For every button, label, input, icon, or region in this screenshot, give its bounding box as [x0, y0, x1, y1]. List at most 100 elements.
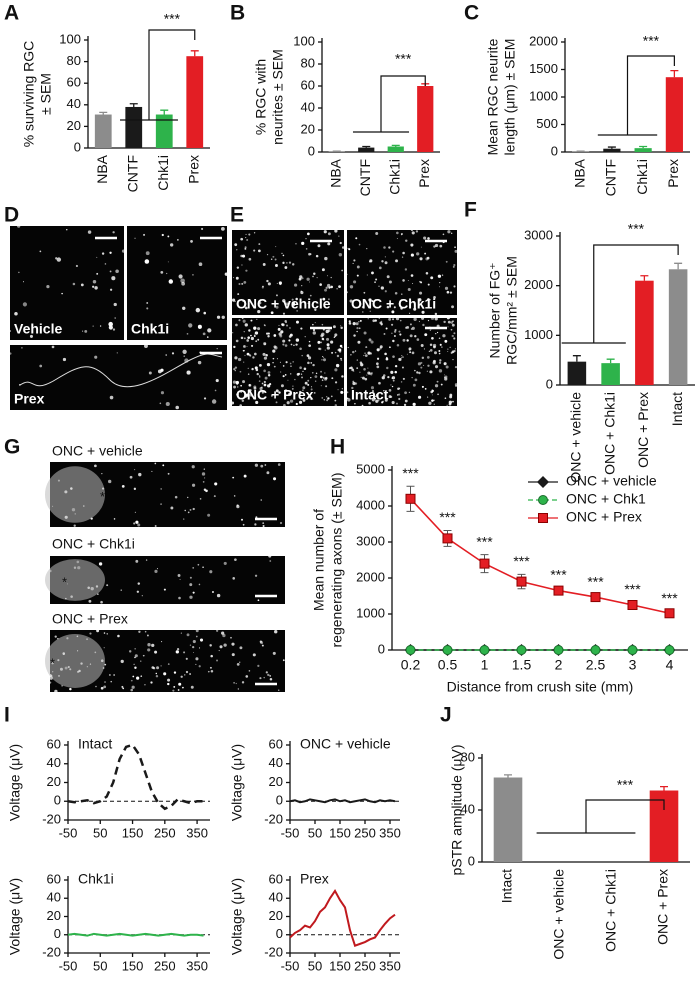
crush-marker: * — [62, 574, 67, 589]
cell-dot — [312, 275, 314, 278]
cell-dot — [195, 663, 197, 665]
cell-dot — [353, 280, 357, 284]
error-bar — [504, 774, 512, 778]
cell-dot — [407, 287, 411, 291]
cell-dot — [322, 358, 327, 362]
cell-dot — [186, 370, 191, 375]
cell-dot — [293, 393, 296, 395]
y-axis-label: Mean number of — [311, 509, 327, 611]
cell-dot — [233, 385, 236, 389]
y-tick-label: 40 — [47, 890, 61, 905]
cell-dot — [242, 300, 244, 303]
cell-dot — [113, 674, 115, 676]
y-tick-label: 500 — [536, 116, 558, 131]
cell-dot — [328, 298, 330, 300]
bar — [668, 269, 688, 385]
cell-dot — [326, 399, 329, 402]
cell-dot — [236, 504, 240, 509]
y-tick-label: -20 — [264, 811, 283, 826]
significance-bracket — [561, 244, 679, 344]
cell-dot — [341, 246, 345, 249]
cell-dot — [322, 297, 326, 301]
y-tick-label: 0 — [378, 641, 385, 656]
cell-dot — [147, 643, 151, 647]
cell-dot — [237, 293, 240, 296]
micrograph — [10, 226, 124, 340]
cell-dot — [279, 334, 283, 338]
cell-dot — [398, 387, 401, 390]
cell-dot — [96, 629, 100, 633]
cell-dot — [211, 399, 217, 404]
cell-dot — [390, 384, 392, 386]
panel-letter: C — [464, 2, 479, 25]
bar — [155, 114, 173, 148]
cell-dot — [301, 285, 303, 287]
cell-dot — [392, 339, 395, 343]
cell-dot — [55, 257, 58, 260]
cell-dot — [180, 675, 183, 678]
cell-dot — [338, 253, 343, 257]
cell-dot — [290, 343, 293, 346]
cell-dot — [265, 353, 268, 357]
cell-dot — [192, 646, 195, 649]
cell-dot — [326, 283, 331, 288]
x-tick-label: Intact — [499, 869, 515, 903]
cell-dot — [237, 357, 242, 362]
cell-dot — [209, 570, 213, 574]
cell-dot — [299, 347, 302, 351]
cell-dot — [422, 308, 424, 310]
cell-dot — [252, 653, 256, 657]
cell-dot — [263, 356, 268, 360]
cell-dot — [185, 670, 189, 674]
cell-dot — [160, 391, 165, 395]
cell-dot — [277, 689, 280, 691]
cell-dot — [427, 283, 430, 286]
cell-dot — [366, 247, 368, 250]
cell-dot — [381, 401, 384, 404]
cell-dot — [444, 377, 448, 381]
y-axis-label: % surviving RGC — [21, 41, 37, 148]
cell-dot — [307, 302, 309, 305]
cell-dot — [322, 356, 325, 358]
cell-dot — [236, 663, 240, 666]
y-axis-label: RGC/mm² ± SEM — [504, 256, 520, 365]
cell-dot — [394, 291, 398, 295]
cell-dot — [253, 335, 256, 337]
cell-dot — [353, 370, 355, 372]
cell-dot — [270, 258, 273, 261]
cell-dot — [383, 246, 386, 249]
significance-label: *** — [643, 33, 660, 49]
cell-dot — [445, 365, 449, 369]
cell-dot — [106, 633, 108, 635]
cell-dot — [136, 590, 140, 593]
cell-dot — [218, 650, 220, 652]
cell-dot — [94, 464, 97, 468]
cell-dot — [263, 383, 267, 387]
cell-dot — [410, 229, 413, 232]
cell-dot — [199, 498, 202, 500]
cell-dot — [356, 359, 358, 361]
cell-dot — [326, 396, 328, 398]
cell-dot — [295, 343, 298, 346]
cell-dot — [254, 331, 259, 335]
cell-dot — [282, 312, 286, 315]
cell-dot — [282, 343, 285, 346]
cell-dot — [274, 258, 277, 261]
cell-dot — [113, 302, 117, 307]
cell-dot — [187, 496, 189, 499]
cell-dot — [309, 253, 312, 256]
cell-dot — [198, 647, 201, 649]
cell-dot — [273, 365, 276, 368]
cell-dot — [439, 244, 443, 248]
cell-dot — [404, 391, 407, 395]
cell-dot — [424, 387, 427, 390]
x-tick-label: -50 — [281, 958, 300, 973]
cell-dot — [103, 685, 107, 689]
cell-dot — [104, 663, 107, 666]
cell-dot — [447, 348, 449, 350]
cell-dot — [437, 274, 442, 278]
cell-dot — [103, 632, 106, 634]
cell-dot — [302, 386, 306, 390]
cell-dot — [393, 334, 396, 337]
cell-dot — [129, 475, 133, 479]
